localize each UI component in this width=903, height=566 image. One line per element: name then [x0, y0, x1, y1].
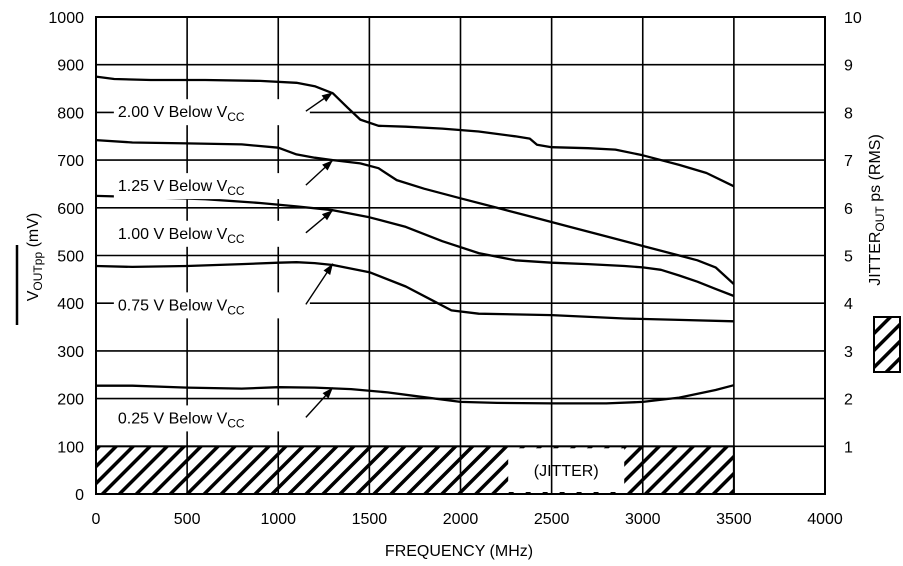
y-tick-label: 500	[57, 249, 84, 266]
y-axis-ticks: 0 100 200 300 400 500 600 700 800 900 1000	[48, 10, 84, 504]
plot-area: (JITTER) 2.00 V Below VCC 1.25 V Below VC…	[95, 16, 826, 495]
x-tick-label: 1000	[260, 511, 296, 528]
jitter-bar	[95, 445, 735, 495]
y2-tick-label: 8	[844, 105, 853, 122]
y-tick-label: 800	[57, 105, 84, 122]
series-label-background	[113, 292, 310, 319]
series-arrow-head	[322, 387, 333, 399]
y2-axis-legend-swatch	[873, 316, 901, 373]
series-arrow-head	[322, 160, 333, 171]
series-label: 0.75 V Below VCC	[118, 297, 245, 317]
series-line-4	[96, 384, 735, 405]
y-tick-label: 100	[57, 439, 84, 456]
y2-tick-label: 10	[844, 10, 862, 27]
x-tick-label: 2500	[534, 511, 570, 528]
svg-text:VOUTpp (mV): VOUTpp (mV)	[25, 213, 45, 301]
x-tick-label: 3000	[625, 511, 661, 528]
y-axis-label: VOUTpp (mV)	[25, 213, 45, 301]
series-arrow-head	[323, 263, 333, 275]
y2-tick-label: 2	[844, 392, 853, 409]
plot-frame	[95, 16, 826, 495]
y2-tick-label: 6	[844, 201, 853, 218]
y-tick-label: 600	[57, 201, 84, 218]
y-tick-label: 900	[57, 58, 84, 75]
annotations: 2.00 V Below VCC 1.25 V Below VCC 1.00 V B…	[113, 91, 334, 432]
series-label-background	[113, 405, 310, 432]
y2-tick-label: 4	[844, 296, 853, 313]
series-line-1	[95, 138, 735, 285]
series-line-0	[95, 75, 735, 188]
jitter-label: (JITTER)	[534, 463, 599, 480]
grid	[96, 17, 825, 494]
series-arrow-head	[321, 92, 333, 102]
y2-tick-label: 9	[844, 58, 853, 75]
series-arrow-head	[321, 210, 333, 221]
y-tick-label: 200	[57, 392, 84, 409]
series-line-2	[95, 194, 735, 298]
series-label-background	[113, 220, 310, 247]
y2-axis-label: JITTEROUT ps (RMS)	[867, 134, 887, 286]
x-tick-label: 500	[174, 511, 201, 528]
y-tick-label: 1000	[48, 10, 84, 27]
x-tick-label: 4000	[807, 511, 843, 528]
x-axis-ticks: 0 500 1000 1500 2000 2500 3000 3500 4000	[92, 511, 843, 528]
series-line-3	[95, 261, 734, 323]
y-tick-label: 700	[57, 153, 84, 170]
series-label: 1.00 V Below VCC	[118, 226, 245, 246]
y2-tick-label: 7	[844, 153, 853, 170]
jitter-label-background	[508, 448, 625, 492]
axis-frame	[95, 16, 826, 495]
x-tick-label: 2000	[443, 511, 479, 528]
y2-tick-label: 3	[844, 344, 853, 361]
series-label: 1.25 V Below VCC	[118, 178, 245, 198]
series-label-background	[113, 99, 310, 126]
series-lines	[95, 75, 735, 405]
series-label: 0.25 V Below VCC	[118, 410, 245, 430]
x-tick-label: 1500	[352, 511, 388, 528]
y2-axis-ticks: 1 2 3 4 5 6 7 8 9 10	[844, 10, 862, 456]
x-tick-label: 3500	[716, 511, 752, 528]
svg-text:JITTEROUT ps (RMS): JITTEROUT ps (RMS)	[867, 134, 887, 286]
y-tick-label: 400	[57, 296, 84, 313]
y-tick-label: 0	[75, 487, 84, 504]
series-label-background	[113, 173, 310, 200]
x-tick-label: 0	[92, 511, 101, 528]
y2-tick-label: 5	[844, 249, 853, 266]
y-tick-label: 300	[57, 344, 84, 361]
x-axis-label: FREQUENCY (MHz)	[385, 543, 533, 560]
series-label: 2.00 V Below VCC	[118, 104, 245, 124]
y2-tick-label: 1	[844, 439, 853, 456]
